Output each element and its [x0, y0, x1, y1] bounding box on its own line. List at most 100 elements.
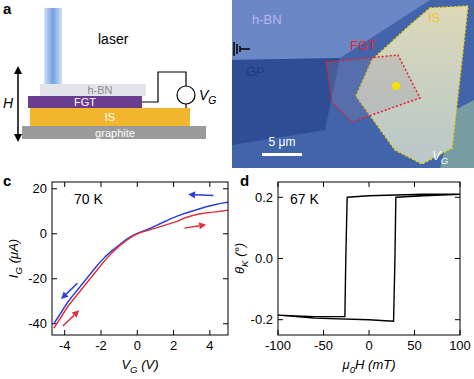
series-line [54, 202, 228, 324]
label: θK (°) [232, 243, 250, 274]
x-tick [323, 182, 324, 187]
arrow-head [14, 134, 22, 142]
arrow [63, 310, 79, 326]
y-tick-label: 0.2 [255, 190, 273, 205]
y-tick [455, 258, 460, 259]
label-unit: (μA) [6, 239, 21, 267]
layer [28, 96, 142, 108]
layer-label: graphite [95, 127, 135, 139]
plot-frame [52, 182, 228, 335]
y-tick [455, 197, 460, 198]
x-tick-label: 4 [206, 338, 213, 353]
label-unit: (°) [232, 243, 247, 260]
figure: abcdlaserh-BNFGTISgraphiteHVG5 μmh-BNISF… [0, 0, 474, 379]
height-arrow [17, 72, 19, 136]
x-tick-label: 50 [407, 338, 421, 353]
annotation: 70 K [74, 191, 103, 207]
series-line [54, 210, 228, 328]
x-tick-label: 2 [170, 338, 177, 353]
x-tick [64, 182, 65, 187]
x-tick-label: 0 [134, 338, 141, 353]
label: IG (μA) [6, 239, 24, 278]
x-tick [414, 330, 415, 335]
height-label: H [3, 95, 14, 111]
panel-label: a [3, 0, 12, 17]
layer [30, 108, 190, 126]
label: VG [432, 148, 449, 166]
laser-label: laser [98, 31, 129, 47]
ground [240, 48, 250, 50]
panel-label: c [3, 172, 11, 189]
layer-label: FGT [74, 96, 96, 108]
arrow-shaft [63, 315, 74, 326]
y-tick [223, 188, 228, 189]
x-tick [100, 330, 101, 335]
x-tick [209, 330, 210, 335]
y-tick-label: -0.2 [251, 312, 273, 327]
label-main: μ [342, 357, 350, 372]
x-tick [414, 182, 415, 187]
y-tick-label: 20 [33, 181, 47, 196]
plot-area [54, 191, 228, 328]
substrate [232, 0, 474, 168]
label-unit: (V) [138, 357, 159, 372]
arrow-shaft [195, 194, 213, 196]
x-tick [173, 330, 174, 335]
y-tick-label: -40 [28, 316, 47, 331]
y-tick [223, 233, 228, 234]
x-tick-label: 0 [365, 338, 372, 353]
arrow [61, 283, 77, 299]
plot-frame [278, 182, 460, 335]
y-tick-label: 0 [40, 226, 47, 241]
laser-spot [392, 82, 400, 90]
x-tick [323, 330, 324, 335]
micrograph: 5 μm [232, 0, 474, 168]
y-tick-label: -20 [28, 271, 47, 286]
y-tick [223, 278, 228, 279]
arrow-head [61, 292, 68, 299]
voltage-source [177, 86, 195, 104]
label: μ0H (mT) [342, 357, 396, 375]
fgt-flake [326, 55, 420, 122]
graphite-region [232, 58, 340, 145]
chart: -100-50050100-0.20.00.267 Kμ0H (mT)θK (°… [232, 182, 471, 375]
label: VG [199, 87, 217, 106]
x-tick [369, 182, 370, 187]
x-tick [137, 330, 138, 335]
ground [233, 42, 235, 56]
label: VG (V) [121, 357, 158, 375]
region-label: FGT [350, 38, 376, 53]
label-unit: H (mT) [355, 357, 395, 372]
x-tick-label: -2 [95, 338, 107, 353]
y-tick-label: 0.0 [255, 251, 273, 266]
arrow [188, 191, 213, 198]
x-tick [64, 330, 65, 335]
x-tick [173, 182, 174, 187]
schematic: laser h-BNFGT IS graphite H VG [3, 8, 217, 142]
arrow-head [199, 222, 206, 229]
label-main: θ [232, 267, 247, 274]
x-tick-label: -50 [314, 338, 333, 353]
arrow-head [14, 66, 22, 74]
layer-label: IS [105, 111, 115, 123]
layer [22, 126, 206, 139]
x-tick [137, 182, 138, 187]
arrow-shaft [66, 283, 77, 294]
arrow-shaft [184, 226, 199, 228]
arrow [184, 222, 206, 229]
scale-label: 5 μm [269, 135, 296, 149]
layer-label: h-BN [87, 84, 112, 96]
layer [40, 84, 146, 96]
y-tick [278, 319, 283, 320]
x-tick-label: 100 [449, 338, 471, 353]
arrow-head [188, 191, 195, 198]
scale-bar [262, 153, 302, 156]
y-tick [52, 278, 57, 279]
panel-label: d [240, 172, 249, 189]
plot-area [278, 194, 460, 321]
ground [236, 44, 238, 54]
series-line [278, 194, 460, 321]
y-tick [52, 233, 57, 234]
region-label: GP [246, 64, 265, 79]
label-sub: G [208, 94, 216, 106]
